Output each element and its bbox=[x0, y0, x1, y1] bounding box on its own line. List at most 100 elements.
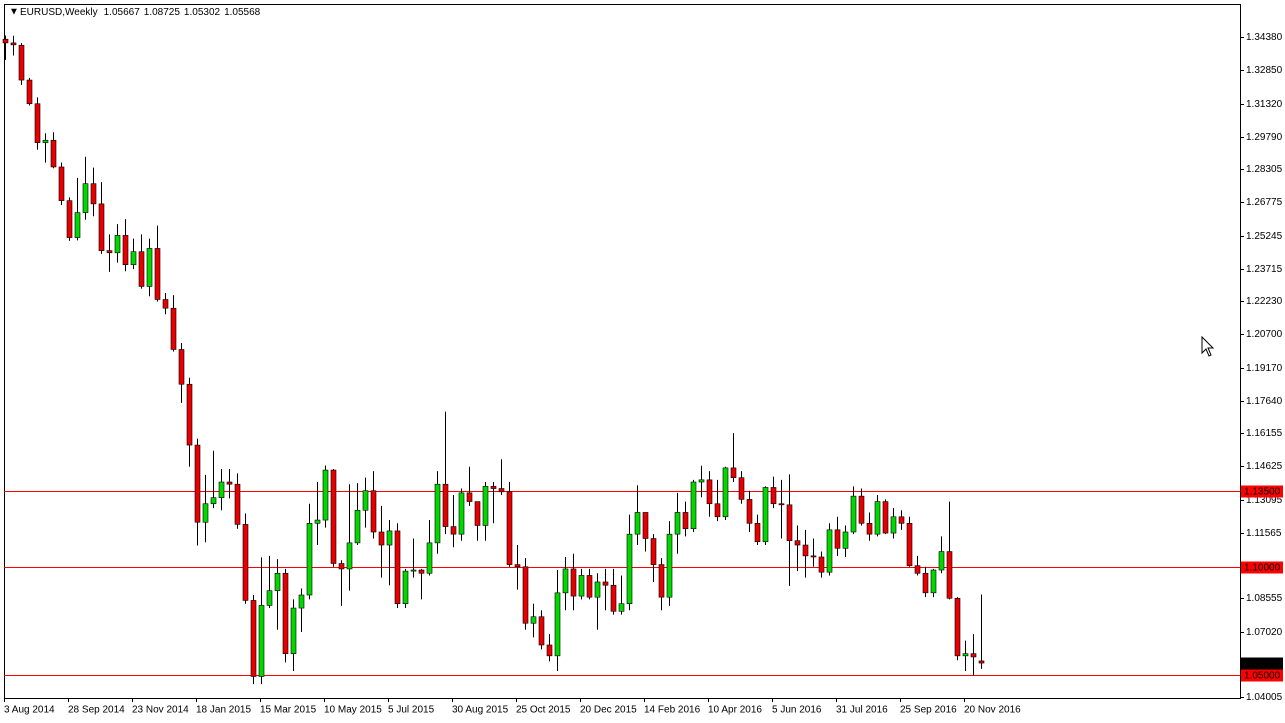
price-tag bbox=[1241, 657, 1283, 670]
candle-body bbox=[42, 139, 49, 143]
candle-body bbox=[946, 551, 953, 599]
x-tick-label: 23 Nov 2014 bbox=[132, 705, 189, 716]
candle-body bbox=[594, 581, 601, 598]
y-tick-label: 1.23715 bbox=[1246, 264, 1283, 275]
candle-body bbox=[690, 481, 697, 530]
y-tick-label: 1.17640 bbox=[1246, 396, 1283, 407]
y-tick-label: 1.16155 bbox=[1246, 428, 1283, 439]
candle-body bbox=[634, 512, 641, 535]
x-tick-label: 25 Sep 2016 bbox=[900, 705, 957, 716]
candle-body bbox=[322, 469, 329, 521]
candle-body bbox=[402, 570, 409, 604]
candle-body bbox=[658, 564, 665, 598]
y-tick-label: 1.08555 bbox=[1246, 593, 1283, 604]
candle-body bbox=[154, 248, 161, 300]
level-tag bbox=[1241, 561, 1283, 574]
candle-body bbox=[258, 605, 265, 677]
x-tick-label: 25 Oct 2015 bbox=[516, 705, 571, 716]
candle-body bbox=[178, 349, 185, 385]
candle-body bbox=[314, 519, 321, 524]
candle-body bbox=[682, 512, 689, 530]
candle-body bbox=[802, 544, 809, 557]
candle-body bbox=[898, 516, 905, 524]
candle-body bbox=[162, 299, 169, 309]
candle-body bbox=[874, 501, 881, 535]
candle-body bbox=[954, 597, 961, 657]
candle-body bbox=[834, 529, 841, 549]
candle-body bbox=[266, 590, 273, 606]
candle-body bbox=[530, 616, 537, 624]
candle-body bbox=[186, 383, 193, 446]
candle-body bbox=[962, 653, 969, 657]
candle-body bbox=[826, 529, 833, 573]
x-tick-label: 3 Aug 2014 bbox=[4, 705, 55, 716]
candle-body bbox=[858, 495, 865, 524]
candle-body bbox=[618, 603, 625, 612]
candle-body bbox=[338, 563, 345, 570]
y-tick-label: 1.34380 bbox=[1246, 32, 1283, 43]
candle-body bbox=[810, 555, 817, 558]
candle-body bbox=[386, 530, 393, 546]
candle-body bbox=[10, 42, 17, 46]
candle-body bbox=[250, 600, 257, 677]
candle-body bbox=[210, 497, 217, 505]
x-tick-label: 10 Apr 2016 bbox=[708, 705, 762, 716]
candle-body bbox=[722, 467, 729, 518]
candle-body bbox=[666, 533, 673, 598]
candle-body bbox=[930, 569, 937, 594]
x-tick-label: 10 May 2015 bbox=[324, 705, 382, 716]
candle-body bbox=[234, 483, 241, 525]
candle-body bbox=[922, 572, 929, 594]
candle-body bbox=[522, 566, 529, 624]
candle-body bbox=[602, 581, 609, 586]
candle-body bbox=[674, 512, 681, 535]
candle-body bbox=[626, 533, 633, 604]
candle-body bbox=[2, 38, 9, 44]
x-tick-label: 14 Feb 2016 bbox=[644, 705, 701, 716]
candle-body bbox=[506, 491, 513, 565]
candle-body bbox=[914, 565, 921, 574]
y-tick-label: 1.28305 bbox=[1246, 164, 1283, 175]
candle-body bbox=[738, 477, 745, 500]
level-tag bbox=[1241, 485, 1283, 498]
candle-body bbox=[66, 200, 73, 238]
candle-body bbox=[866, 523, 873, 535]
y-tick-label: 1.04005 bbox=[1246, 692, 1283, 703]
candle-body bbox=[586, 575, 593, 598]
candle-body bbox=[434, 483, 441, 544]
candle-body bbox=[50, 139, 57, 168]
candle-body bbox=[650, 538, 657, 565]
y-tick-label: 1.19170 bbox=[1246, 363, 1283, 374]
candle-body bbox=[426, 542, 433, 574]
candle-body bbox=[226, 481, 233, 485]
candle-body bbox=[794, 540, 801, 546]
candle-body bbox=[482, 486, 489, 526]
candle-body bbox=[290, 607, 297, 654]
candle-body bbox=[818, 556, 825, 573]
candle-body bbox=[170, 307, 177, 350]
candle-body bbox=[882, 501, 889, 534]
candle-body bbox=[978, 660, 985, 664]
candle-body bbox=[282, 572, 289, 654]
candle-body bbox=[242, 524, 249, 601]
candle-body bbox=[746, 499, 753, 524]
candle-body bbox=[370, 490, 377, 533]
level-label: 1.05000 bbox=[1244, 671, 1281, 682]
candle-body bbox=[298, 594, 305, 609]
y-tick-label: 1.32850 bbox=[1246, 65, 1283, 76]
candle-body bbox=[90, 183, 97, 205]
candle-body bbox=[418, 569, 425, 574]
candle-body bbox=[842, 531, 849, 549]
candle-body bbox=[770, 487, 777, 505]
y-tick-label: 1.26775 bbox=[1246, 197, 1283, 208]
chart-header: EURUSD,Weekly 1.05667 1.08725 1.05302 1.0556… bbox=[20, 7, 261, 18]
candle-body bbox=[474, 501, 481, 526]
y-tick-label: 1.11565 bbox=[1246, 528, 1282, 539]
candle-body bbox=[610, 584, 617, 612]
candle-body bbox=[466, 492, 473, 502]
y-tick-label: 1.13095 bbox=[1246, 495, 1283, 506]
candle-body bbox=[570, 568, 577, 597]
y-tick-label: 1.22230 bbox=[1246, 296, 1283, 307]
candle-body bbox=[450, 526, 457, 535]
